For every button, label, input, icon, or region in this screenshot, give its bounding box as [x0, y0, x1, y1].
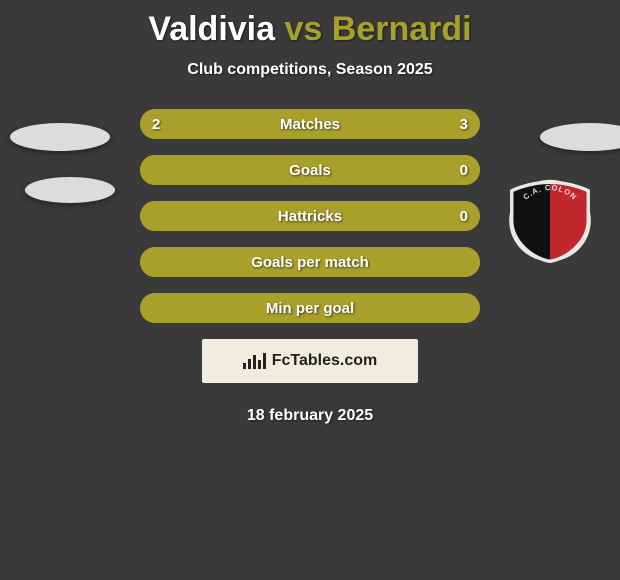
- stat-row: 2Matches3: [140, 109, 480, 139]
- stat-row: Goals per match: [140, 247, 480, 277]
- stat-label: Hattricks: [140, 208, 480, 225]
- bars-icon: [243, 353, 266, 369]
- club-badge: C.A. COLON: [500, 178, 600, 263]
- stat-value-right: 0: [460, 162, 468, 179]
- watermark-text: FcTables.com: [272, 352, 378, 370]
- stat-label: Goals per match: [140, 254, 480, 271]
- stat-row: Min per goal: [140, 293, 480, 323]
- avatar-placeholder-left-2: [25, 177, 115, 203]
- player1-name: Valdivia: [148, 10, 275, 48]
- stat-value-right: 3: [460, 116, 468, 133]
- vs-separator: vs: [284, 10, 322, 48]
- stat-label: Goals: [140, 162, 480, 179]
- stat-value-right: 0: [460, 208, 468, 225]
- stat-row: Goals0: [140, 155, 480, 185]
- stat-row: Hattricks0: [140, 201, 480, 231]
- avatar-placeholder-left-1: [10, 123, 110, 151]
- page-title: Valdivia vs Bernardi: [0, 10, 620, 49]
- stat-label: Min per goal: [140, 300, 480, 317]
- infographic-container: Valdivia vs Bernardi Club competitions, …: [0, 0, 620, 425]
- subtitle: Club competitions, Season 2025: [0, 61, 620, 79]
- stat-label: Matches: [140, 116, 480, 133]
- watermark: FcTables.com: [202, 339, 418, 383]
- date-footer: 18 february 2025: [0, 407, 620, 425]
- player2-name: Bernardi: [332, 10, 472, 48]
